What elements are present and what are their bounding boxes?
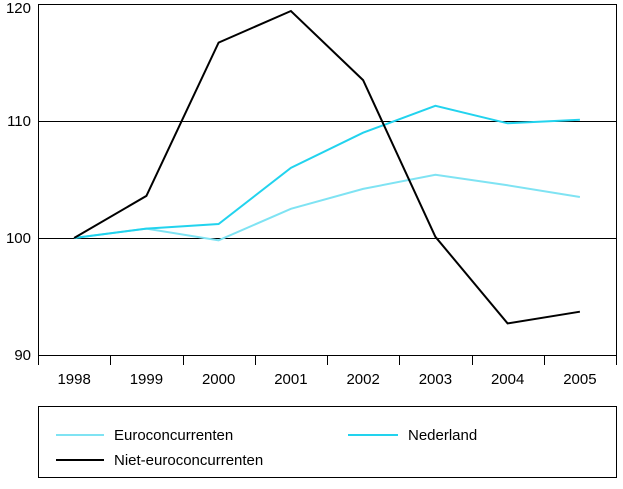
grid-layer <box>38 121 616 239</box>
x-tick-label: 2002 <box>346 371 379 388</box>
x-tick-label: 2005 <box>563 371 596 388</box>
x-axis-ticks: 1998 1999 2000 2001 2002 2003 2004 2005 <box>38 355 617 388</box>
series-line-niet-euroconcurrenten <box>73 9 581 325</box>
x-tick-label: 2001 <box>274 371 307 388</box>
legend-label: Euroconcurrenten <box>114 427 233 444</box>
legend-label: Nederland <box>408 427 477 444</box>
y-tick-label: 120 <box>6 0 31 17</box>
x-tick-label: 1999 <box>130 371 163 388</box>
series-line-nederland <box>73 104 580 239</box>
plot-frame <box>38 4 617 356</box>
x-tick-label: 2000 <box>202 371 235 388</box>
y-axis-ticks: 90 100 110 120 <box>6 0 31 364</box>
x-tick-label: 2003 <box>419 371 452 388</box>
y-tick-label: 110 <box>7 113 31 130</box>
y-tick-label: 100 <box>6 230 31 247</box>
x-tick-label: 2004 <box>491 371 524 388</box>
legend-label: Niet-euroconcurrenten <box>114 452 263 469</box>
legend-frame <box>38 406 617 478</box>
x-tick-label: 1998 <box>57 371 90 388</box>
series-line-euroconcurrenten <box>73 173 581 242</box>
series-layer <box>73 9 581 325</box>
legend: Euroconcurrenten Nederland Niet-euroconcur… <box>56 427 477 469</box>
y-tick-label: 90 <box>14 347 31 364</box>
